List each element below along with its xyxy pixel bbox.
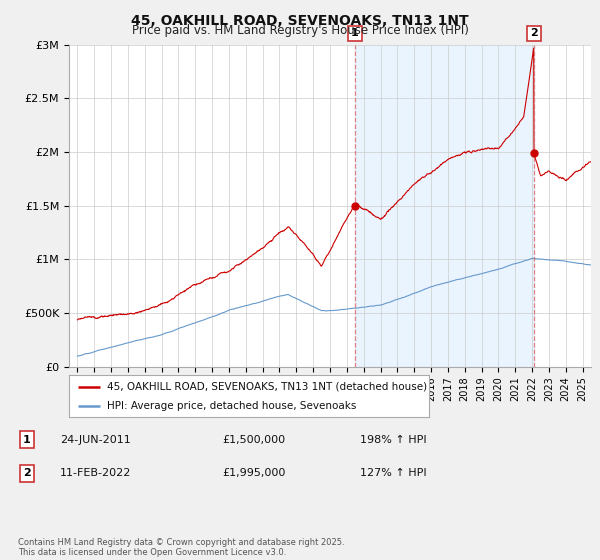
- Text: 127% ↑ HPI: 127% ↑ HPI: [360, 468, 427, 478]
- Text: £1,500,000: £1,500,000: [222, 435, 285, 445]
- Text: HPI: Average price, detached house, Sevenoaks: HPI: Average price, detached house, Seve…: [107, 401, 356, 411]
- Bar: [355, 45, 534, 367]
- Text: 1: 1: [23, 435, 31, 445]
- Text: 45, OAKHILL ROAD, SEVENOAKS, TN13 1NT: 45, OAKHILL ROAD, SEVENOAKS, TN13 1NT: [131, 14, 469, 28]
- Text: 198% ↑ HPI: 198% ↑ HPI: [360, 435, 427, 445]
- Text: £1,995,000: £1,995,000: [222, 468, 286, 478]
- Text: 2: 2: [530, 29, 538, 38]
- Text: 45, OAKHILL ROAD, SEVENOAKS, TN13 1NT (detached house): 45, OAKHILL ROAD, SEVENOAKS, TN13 1NT (d…: [107, 381, 427, 391]
- Text: 1: 1: [351, 29, 359, 38]
- Text: Price paid vs. HM Land Registry's House Price Index (HPI): Price paid vs. HM Land Registry's House …: [131, 24, 469, 37]
- Text: Contains HM Land Registry data © Crown copyright and database right 2025.
This d: Contains HM Land Registry data © Crown c…: [18, 538, 344, 557]
- Text: 2: 2: [23, 468, 31, 478]
- Text: 24-JUN-2011: 24-JUN-2011: [60, 435, 131, 445]
- Text: 11-FEB-2022: 11-FEB-2022: [60, 468, 131, 478]
